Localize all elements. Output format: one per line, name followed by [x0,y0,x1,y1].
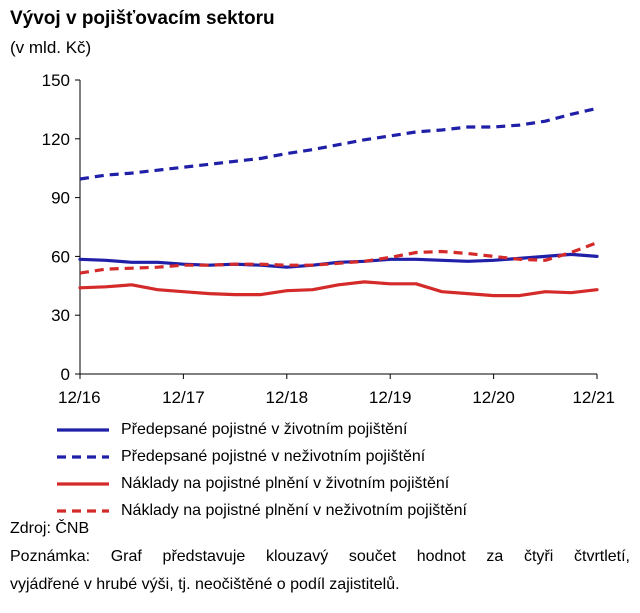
legend-item: Náklady na pojistné plnění v životním po… [55,470,467,497]
x-tick-label: 12/18 [266,388,309,407]
y-tick-label: 90 [51,189,70,208]
legend-label: Předepsané pojistné v životním pojištění [121,420,408,438]
legend-swatch [57,508,109,513]
y-tick-label: 0 [61,365,70,384]
source-note: Zdroj: ČNB [10,520,90,537]
line-chart: 0 30 60 90 120 150 12/16 12/17 12/18 12/19 12/20 12… [42,71,615,407]
x-tick-label: 12/19 [369,388,412,407]
legend-item: Předepsané pojistné v životním pojištění [55,416,467,443]
series-line-4 [79,241,598,275]
legend-item: Předepsané pojistné v neživotním pojiště… [55,443,467,470]
y-tick-label: 60 [51,247,70,266]
legend-label: Náklady na pojistné plnění v neživotním … [121,501,467,519]
x-tick-label: 12/21 [572,388,615,407]
legend-swatch [57,427,109,432]
legend-swatch [57,481,109,486]
x-tick-label: 12/20 [472,388,515,407]
footnote-line-1: Poznámka: Graf představuje klouzavý souč… [10,548,630,565]
legend-label: Předepsané pojistné v neživotním pojiště… [121,447,426,465]
series-line-3 [78,280,599,298]
y-tick-label: 30 [51,306,70,325]
y-tick-label: 150 [42,71,70,90]
x-tick-label: 12/16 [58,388,101,407]
chart-unit: (v mld. Kč) [10,38,92,57]
footnote-line-2: vyjádřené v hrubé výši, tj. neočištěné o… [10,576,400,593]
x-tick-label: 12/17 [162,388,205,407]
chart-legend: Předepsané pojistné v životním pojištění… [55,416,467,524]
legend-label: Náklady na pojistné plnění v životním po… [121,474,450,492]
legend-swatch [57,454,109,459]
series-line-2 [79,106,598,181]
chart-title: Vývoj v pojišťovacím sektoru [10,8,275,29]
legend-item: Náklady na pojistné plnění v neživotním … [55,497,467,524]
y-tick-label: 120 [42,130,70,149]
